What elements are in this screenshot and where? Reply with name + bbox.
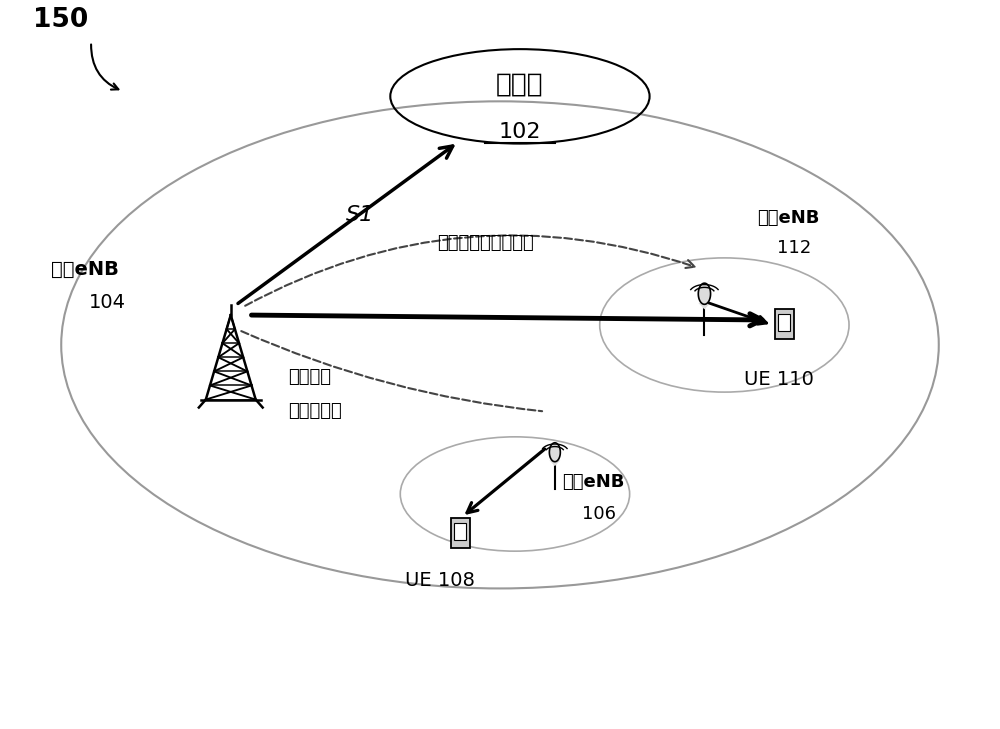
Text: 锄定eNB: 锄定eNB	[51, 260, 119, 279]
Text: 112: 112	[777, 239, 811, 257]
Bar	[778, 314, 790, 331]
Bar	[454, 523, 466, 539]
Text: 150: 150	[33, 7, 89, 33]
Text: 理想的回程: 理想的回程	[289, 402, 342, 420]
FancyArrowPatch shape	[241, 331, 542, 411]
Text: 核心网: 核心网	[496, 71, 544, 98]
Bar	[775, 309, 794, 340]
Text: UE 110: UE 110	[744, 370, 814, 389]
Bar	[451, 518, 470, 548]
Text: UE 108: UE 108	[405, 572, 475, 590]
Text: 104: 104	[89, 293, 126, 312]
Text: 增强eNB: 增强eNB	[562, 473, 624, 491]
Polygon shape	[698, 303, 711, 309]
Text: 增强eNB: 增强eNB	[757, 208, 820, 227]
FancyArrowPatch shape	[245, 235, 695, 305]
Polygon shape	[698, 283, 711, 304]
Text: 非理想或: 非理想或	[289, 367, 332, 386]
Polygon shape	[549, 443, 560, 461]
Text: 106: 106	[582, 505, 616, 523]
Polygon shape	[549, 461, 560, 466]
Text: 非理想或理想的回程: 非理想或理想的回程	[437, 235, 533, 252]
Text: S1: S1	[345, 205, 374, 225]
Text: 102: 102	[499, 122, 541, 142]
